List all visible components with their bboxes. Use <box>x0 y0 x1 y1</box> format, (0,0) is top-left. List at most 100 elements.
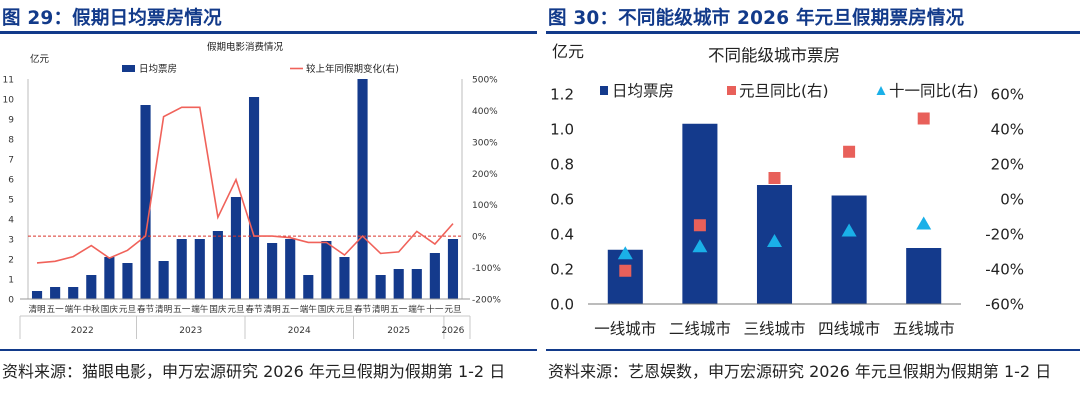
left-x-tick-label: 五一 <box>173 305 191 315</box>
left-figure-title: 图 29：假期日均票房情况 <box>2 8 222 29</box>
right-square-marker <box>917 112 930 125</box>
left-bar <box>321 241 332 299</box>
left-bar <box>393 269 404 299</box>
left-bar <box>411 269 422 299</box>
left-bar <box>230 197 242 299</box>
left-x-tick-label: 十一 <box>426 303 444 315</box>
left-x-tick-label: 元旦 <box>444 304 462 315</box>
right-y2-tick-label: 40% <box>991 121 1024 139</box>
left-x-tick-label: 清明 <box>372 303 389 315</box>
left-x-tick-label: 国庆 <box>318 303 336 315</box>
left-bar <box>122 263 133 299</box>
left-y-tick-label: 6 <box>8 176 14 186</box>
left-y-tick-label: 4 <box>8 216 14 226</box>
left-x-tick-label: 元旦 <box>336 304 354 315</box>
left-x-tick-label: 五一 <box>390 305 408 315</box>
left-y2-tick-label: 300% <box>472 138 498 148</box>
left-bar <box>267 243 278 299</box>
left-chart-title: 假期电影消费情况 <box>207 41 284 53</box>
left-bar <box>429 253 440 299</box>
left-y-tick-label: 9 <box>8 116 14 126</box>
right-triangle-marker <box>841 223 857 237</box>
right-x-tick-label: 四线城市 <box>818 320 880 338</box>
left-legend-bar-label: 日均票房 <box>139 63 177 75</box>
left-year-label: 2023 <box>179 326 202 336</box>
right-y-tick-label: 0.2 <box>550 261 574 279</box>
right-x-tick-label: 五线城市 <box>893 320 955 338</box>
left-x-tick-label: 五一 <box>282 305 300 315</box>
right-figure-title: 图 30：不同能级城市 2026 年元旦假期票房情况 <box>548 8 965 29</box>
right-x-tick-label: 三线城市 <box>743 320 805 338</box>
right-chart-title: 不同能级城市票房 <box>708 46 840 65</box>
left-y2-tick-label: -200% <box>472 296 501 306</box>
left-bar <box>357 79 368 299</box>
left-y2-tick-label: -100% <box>472 264 501 274</box>
left-x-tick-label: 元旦 <box>119 304 137 315</box>
left-x-tick-label: 春节 <box>354 303 372 315</box>
left-bar <box>140 105 151 299</box>
left-y2-tick-label: 500% <box>472 76 498 86</box>
right-legend-bar-swatch <box>600 86 608 95</box>
right-legend-triangle-swatch <box>876 86 886 95</box>
right-x-tick-label: 二线城市 <box>669 320 731 338</box>
left-y2-tick-label: 100% <box>472 201 498 211</box>
right-bar <box>831 195 867 304</box>
left-bar <box>158 261 169 299</box>
left-bar <box>285 239 296 299</box>
left-x-tick-label: 五一 <box>47 305 65 315</box>
left-bar <box>104 257 115 299</box>
left-year-label: 2024 <box>288 326 311 336</box>
left-bar <box>194 239 205 299</box>
right-source-note: 资料来源：艺恩娱数，申万宏源研究 2026 年元旦假期为假期第 1-2 日 <box>548 362 1052 381</box>
right-y2-tick-label: 0% <box>1000 191 1024 209</box>
left-bar <box>31 291 43 299</box>
right-legend-triangle-label: 十一同比(右) <box>889 82 979 100</box>
left-x-tick-label: 端午 <box>191 303 209 315</box>
left-legend-bar-swatch <box>122 65 135 72</box>
left-x-tick-label: 端午 <box>300 303 318 315</box>
left-y-tick-label: 1 <box>8 276 14 286</box>
right-square-marker <box>619 264 632 277</box>
right-y2-tick-label: 60% <box>991 86 1024 104</box>
right-x-tick-label: 一线城市 <box>594 320 656 338</box>
left-y-tick-label: 3 <box>8 236 14 246</box>
right-triangle-marker <box>692 239 708 253</box>
left-x-tick-label: 国庆 <box>209 303 227 315</box>
right-y2-tick-label: -40% <box>985 261 1024 279</box>
left-year-label: 2022 <box>71 326 94 336</box>
right-y2-tick-label: -20% <box>985 226 1024 244</box>
left-bar <box>375 275 386 299</box>
left-x-tick-label: 端午 <box>408 303 426 315</box>
left-bar <box>86 275 97 299</box>
left-y2-tick-label: 400% <box>472 107 498 117</box>
left-bar <box>303 275 314 299</box>
right-y-tick-label: 0.6 <box>550 191 574 209</box>
left-bar <box>50 287 61 299</box>
right-y-tick-label: 1.2 <box>550 86 574 104</box>
left-bottom-rule <box>0 349 537 351</box>
left-x-tick-label: 春节 <box>137 303 155 315</box>
right-y2-tick-label: -60% <box>985 296 1024 314</box>
right-triangle-marker <box>617 246 633 260</box>
right-square-marker <box>768 172 781 184</box>
left-x-tick-label: 清明 <box>155 303 172 315</box>
right-y-axis-label: 亿元 <box>552 42 584 61</box>
right-y-tick-label: 0.0 <box>550 296 574 314</box>
left-yoy-line <box>36 106 454 264</box>
right-legend-square-label: 元旦同比(右) <box>739 82 829 100</box>
right-y-tick-label: 1.0 <box>550 121 574 139</box>
left-y2-tick-label: 200% <box>472 170 498 180</box>
left-bar <box>248 97 260 299</box>
left-y-tick-label: 7 <box>8 156 14 166</box>
left-y2-tick-label: 0% <box>472 233 487 243</box>
left-x-tick-label: 清明 <box>264 303 281 315</box>
right-legend-bar-label: 日均票房 <box>612 82 674 100</box>
left-y-tick-label: 8 <box>8 136 14 146</box>
left-bar <box>447 239 459 299</box>
left-bar <box>339 257 350 299</box>
left-title-rule <box>0 31 537 34</box>
left-x-tick-label: 端午 <box>65 303 83 315</box>
left-x-tick-label: 中秋 <box>83 303 101 315</box>
right-square-marker <box>693 219 706 232</box>
